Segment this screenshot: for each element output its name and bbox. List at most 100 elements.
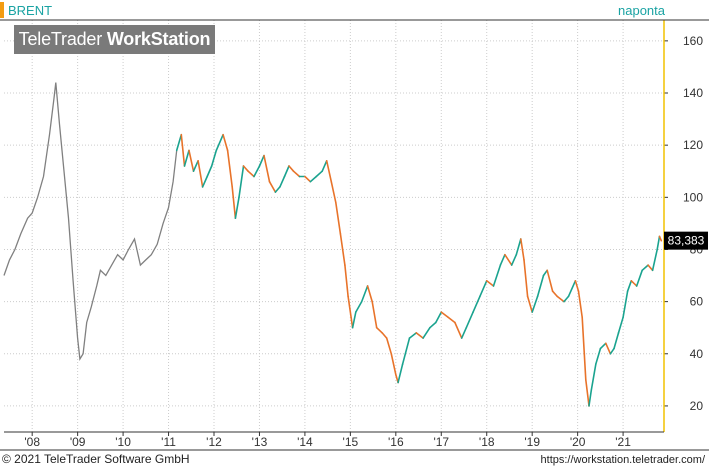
down-segment — [447, 316, 456, 324]
x-tick-label: '12 — [206, 435, 222, 449]
up-segment — [622, 290, 629, 319]
up-segment — [531, 295, 539, 313]
up-segment — [588, 389, 593, 407]
down-segment — [330, 180, 337, 204]
down-segment — [263, 154, 271, 183]
up-segment — [309, 175, 318, 183]
symbol-label[interactable]: BRENT — [8, 3, 53, 18]
up-segment — [429, 321, 437, 329]
down-segment — [226, 149, 233, 188]
up-segment — [542, 269, 549, 277]
plot-area — [3, 82, 663, 407]
y-tick-label: 140 — [683, 86, 703, 100]
up-segment — [651, 248, 659, 272]
down-segment — [519, 238, 525, 261]
down-segment — [242, 165, 249, 172]
up-segment — [283, 165, 290, 178]
down-segment — [630, 279, 638, 287]
down-segment — [325, 160, 333, 183]
down-segment — [344, 264, 349, 298]
x-tick-label: '17 — [433, 435, 449, 449]
up-segment — [599, 342, 607, 350]
down-segment — [247, 170, 255, 178]
up-segment — [617, 316, 624, 334]
down-segment — [304, 175, 312, 183]
footer-url[interactable]: https://workstation.teletrader.com/ — [540, 454, 705, 466]
up-segment — [360, 285, 369, 303]
history-series-line — [3, 82, 178, 361]
down-segment — [339, 233, 346, 266]
last-price-label: 83,383 — [668, 234, 705, 248]
x-tick-label: '16 — [388, 435, 404, 449]
y-tick-label: 40 — [690, 347, 704, 361]
down-segment — [604, 342, 612, 355]
down-segment — [347, 295, 354, 329]
down-segment — [197, 160, 204, 188]
up-segment — [279, 175, 286, 188]
down-segment — [440, 311, 449, 319]
down-segment — [574, 279, 580, 293]
period-label[interactable]: naponta — [618, 3, 665, 18]
up-segment — [201, 175, 208, 188]
up-segment — [175, 133, 183, 152]
copyright-text: © 2021 TeleTrader Software GmbH — [2, 452, 190, 466]
x-tick-label: '09 — [70, 435, 86, 449]
up-segment — [635, 269, 644, 287]
down-segment — [454, 321, 463, 339]
up-segment — [192, 160, 199, 172]
up-segment — [510, 253, 518, 266]
up-segment — [641, 264, 649, 272]
up-segment — [536, 274, 545, 298]
symbol-accent-bar — [0, 2, 4, 18]
up-segment — [609, 347, 615, 355]
last-price-box — [664, 231, 708, 250]
down-segment — [180, 133, 186, 167]
y-tick-label: 100 — [683, 190, 703, 204]
down-segment — [551, 290, 559, 298]
down-segment — [526, 295, 534, 313]
up-segment — [354, 300, 363, 313]
down-segment — [584, 378, 590, 407]
down-segment — [292, 170, 301, 178]
up-segment — [274, 186, 281, 193]
down-segment — [268, 180, 277, 193]
down-segment — [485, 279, 495, 287]
up-segment — [590, 363, 597, 392]
up-segment — [258, 154, 265, 167]
up-segment — [238, 165, 245, 199]
grid — [4, 20, 664, 432]
up-segment — [408, 332, 418, 339]
x-tick-label: '20 — [570, 435, 586, 449]
down-segment — [504, 253, 513, 266]
up-segment — [422, 326, 431, 339]
up-segment — [460, 326, 468, 339]
down-segment — [556, 295, 565, 303]
x-tick-label: '13 — [252, 435, 268, 449]
down-segment — [288, 165, 295, 172]
up-segment — [210, 149, 218, 167]
up-segment — [613, 332, 620, 350]
up-segment — [401, 337, 411, 366]
down-segment — [581, 316, 587, 381]
up-segment — [434, 311, 443, 324]
up-segment — [215, 133, 224, 152]
up-segment — [479, 279, 488, 298]
y-tick-label: 20 — [690, 399, 704, 413]
down-segment — [415, 332, 424, 339]
down-segment — [577, 290, 584, 319]
y-tick-label: 120 — [683, 138, 703, 152]
up-segment — [499, 253, 506, 266]
x-tick-label: '15 — [343, 435, 359, 449]
down-segment — [390, 352, 397, 376]
down-segment — [188, 149, 195, 172]
y-tick-label: 160 — [683, 34, 703, 48]
up-segment — [253, 165, 261, 178]
x-tick-label: '14 — [297, 435, 313, 449]
x-tick-label: '19 — [524, 435, 540, 449]
down-segment — [366, 285, 374, 303]
up-segment — [492, 264, 502, 287]
up-segment — [397, 363, 404, 384]
x-tick-label: '21 — [615, 435, 631, 449]
